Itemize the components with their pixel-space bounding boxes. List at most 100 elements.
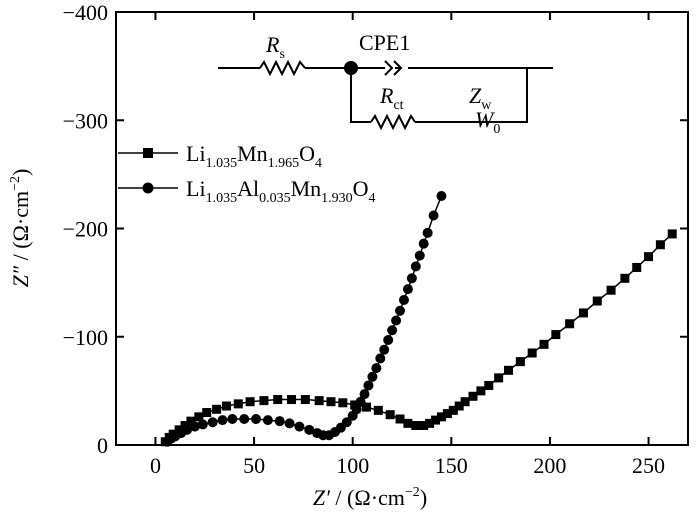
data-point-circle [418,238,429,249]
label-rct: Rct [379,83,404,113]
data-point-square [565,319,575,329]
data-point-square [259,396,269,406]
resistor-rs [259,59,306,77]
data-point-square [373,405,383,415]
data-point-square [431,415,441,425]
data-point-circle [227,414,238,425]
plot-frame [115,11,689,446]
data-point-circle [341,417,352,428]
label-cpe1: CPE1 [359,30,410,55]
data-point-circle [262,415,273,426]
label-rs: Rs [265,32,285,62]
data-point-square [515,357,525,367]
data-point-square [527,348,537,358]
data-point-circle [395,305,406,316]
data-point-circle [414,250,425,261]
label-w0: W0 [475,107,500,137]
data-point-square [419,421,429,431]
x-tick-label: 250 [632,453,665,478]
data-point-circle [294,421,305,432]
data-point-circle [436,191,447,202]
data-point-circle [363,380,374,391]
data-point-square [403,418,413,428]
data-point-circle [355,396,366,407]
resistor-rct [370,113,416,131]
data-point-circle [182,424,193,435]
data-point-circle [351,404,362,415]
y-axis-title: Z″ / (Ω·cm−2) [8,169,33,288]
data-point-circle [391,315,402,326]
data-point-square [632,262,642,272]
data-point-square [476,386,486,396]
circuit-parallel-branch [350,68,528,123]
data-point-square [578,308,588,318]
data-point-square [300,395,310,405]
data-point-square [245,397,255,407]
data-point-square [606,285,616,295]
data-point-square [442,409,452,419]
series-1 [160,229,677,447]
data-point-square [460,397,470,407]
x-tick-label: 50 [243,453,265,478]
data-point-square [186,416,196,426]
y-tick-label: −300 [63,108,108,133]
data-point-square [592,296,602,306]
data-point-square [194,412,204,422]
data-point-square [314,396,324,406]
y-tick-label: 0 [97,433,108,458]
data-point-circle [410,261,421,272]
data-point-circle [402,284,413,295]
data-point-circle [197,419,208,430]
x-tick-label: 100 [336,453,369,478]
data-point-square [454,401,464,411]
data-point-square [202,408,212,418]
data-point-square [655,240,665,250]
data-point-square [620,273,630,283]
data-point-square [468,391,478,401]
legend: Li1.035Mn1.965O4 Li1.035Al0.035Mn1.930O4 [118,141,376,206]
data-point-square [411,421,421,431]
y-axis-ticks: 0 −100 −200 −300 −400 [63,0,688,458]
data-point-square [212,404,222,414]
x-tick-label: 0 [150,453,161,478]
legend-item-series-2: Li1.035Al0.035Mn1.930O4 [118,176,376,206]
data-point-circle [422,227,433,238]
data-point-square [448,405,458,415]
data-point-square [504,365,514,375]
series-layer [160,191,677,447]
data-point-square [494,373,504,383]
data-point-square [667,229,677,239]
cpe-element [384,60,403,76]
data-point-square [338,398,348,408]
data-point-circle [304,424,315,435]
data-point-square [326,397,336,407]
x-axis-title: Z′ / (Ω·cm−2) [313,485,427,510]
data-point-circle [239,414,250,425]
data-point-square [539,339,549,349]
data-point-circle [428,210,439,221]
data-point-circle [379,344,390,355]
x-axis-ticks: 0 50 100 150 200 250 [150,12,665,478]
circuit-labels: Rs CPE1 Rct Zw W0 [265,30,500,137]
data-point-circle [406,273,417,284]
data-point-square [436,412,446,422]
data-point-square [551,330,561,340]
data-point-square [221,401,231,411]
legend-label-series-2: Li1.035Al0.035Mn1.930O4 [186,176,376,206]
legend-marker-square [143,148,153,158]
data-point-circle [371,363,382,374]
x-tick-label: 150 [435,453,468,478]
y-tick-label: −200 [63,217,108,242]
data-point-circle [359,389,370,400]
data-point-square [361,402,371,412]
data-point-square [287,395,297,405]
y-tick-label: −100 [63,325,108,350]
label-zw: Zw [469,83,492,113]
data-point-circle [367,371,378,382]
data-point-circle [217,415,228,426]
data-point-square [273,395,283,405]
data-point-circle [383,334,394,345]
equivalent-circuit-inset [218,59,553,131]
data-point-square [233,399,243,409]
data-point-square [484,380,494,390]
